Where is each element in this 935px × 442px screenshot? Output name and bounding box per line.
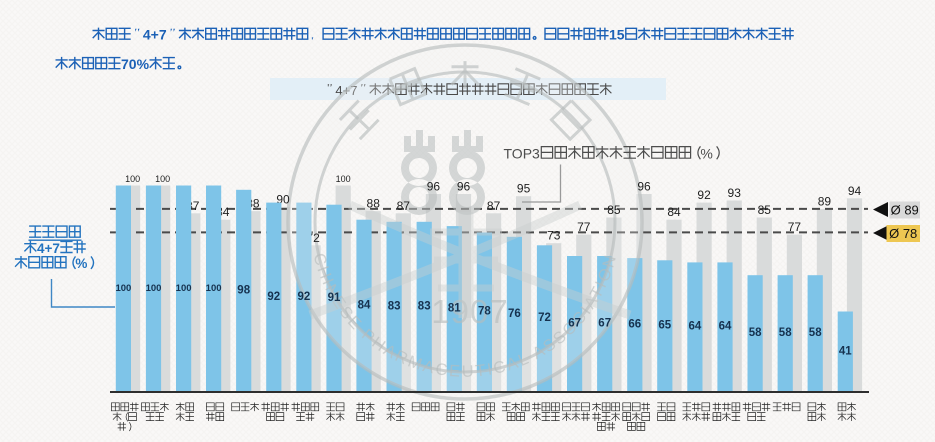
svg-text:58: 58 — [749, 327, 762, 339]
svg-text:58: 58 — [779, 327, 792, 339]
svg-text:15: 15 — [609, 27, 625, 43]
svg-text:65: 65 — [658, 320, 671, 332]
svg-text:%: % — [700, 146, 712, 162]
svg-text:93: 93 — [728, 186, 742, 200]
svg-text:4+7: 4+7 — [37, 241, 60, 256]
svg-text:100: 100 — [115, 283, 131, 294]
svg-text:70%: 70% — [121, 56, 150, 72]
svg-text:81: 81 — [448, 303, 461, 315]
svg-text:100: 100 — [206, 283, 222, 294]
svg-text:1907: 1907 — [431, 293, 508, 330]
svg-text:%: % — [75, 256, 87, 271]
svg-text:78: 78 — [478, 306, 491, 318]
svg-text:Ø 89: Ø 89 — [891, 202, 919, 217]
svg-text:92: 92 — [267, 291, 280, 303]
svg-text:94: 94 — [848, 184, 862, 198]
svg-text:87: 87 — [397, 199, 411, 213]
svg-text:72: 72 — [538, 312, 551, 324]
svg-text:96: 96 — [457, 180, 471, 194]
svg-text:92: 92 — [298, 291, 311, 303]
svg-text:73: 73 — [547, 229, 561, 243]
svg-text:Ø 78: Ø 78 — [889, 226, 917, 241]
svg-text:95: 95 — [517, 182, 531, 196]
svg-text:67: 67 — [598, 318, 611, 330]
svg-text:100: 100 — [125, 174, 140, 184]
svg-text:77: 77 — [577, 220, 591, 234]
svg-text:83: 83 — [418, 300, 431, 312]
svg-text:58: 58 — [809, 327, 822, 339]
svg-text:96: 96 — [427, 180, 441, 194]
svg-text:TOP3: TOP3 — [504, 146, 541, 162]
svg-text:76: 76 — [508, 308, 521, 320]
svg-text:84: 84 — [667, 205, 681, 219]
svg-text:85: 85 — [758, 203, 772, 217]
svg-text:100: 100 — [336, 174, 351, 184]
svg-text:83: 83 — [388, 300, 401, 312]
svg-text:89: 89 — [818, 195, 832, 209]
svg-text:100: 100 — [176, 283, 192, 294]
svg-text:77: 77 — [788, 220, 802, 234]
svg-text:100: 100 — [155, 174, 170, 184]
svg-text:96: 96 — [637, 180, 651, 194]
svg-text:87: 87 — [487, 199, 501, 213]
svg-text:64: 64 — [719, 321, 732, 333]
svg-text:66: 66 — [628, 319, 641, 331]
svg-text:88: 88 — [367, 197, 381, 211]
svg-text:91: 91 — [328, 292, 341, 304]
svg-text:67: 67 — [568, 318, 581, 330]
svg-text:100: 100 — [146, 283, 162, 294]
svg-text:4+7: 4+7 — [143, 27, 167, 43]
svg-text:64: 64 — [689, 321, 702, 333]
svg-text:84: 84 — [358, 299, 371, 311]
svg-text:85: 85 — [607, 203, 621, 217]
svg-text:98: 98 — [237, 284, 250, 296]
svg-text:41: 41 — [839, 345, 852, 357]
svg-text:92: 92 — [697, 188, 711, 202]
